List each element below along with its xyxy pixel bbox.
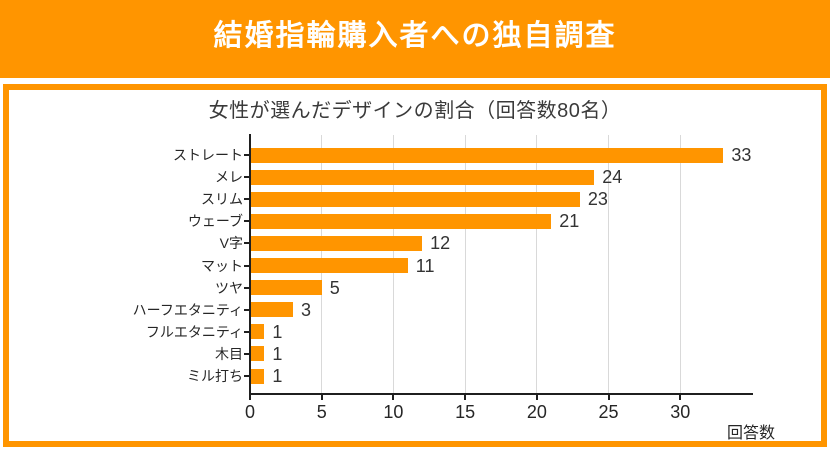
category-label: 木目 (215, 345, 243, 362)
x-axis-label: 回答数 (726, 425, 775, 442)
bar (250, 169, 595, 185)
chart-panel (3, 84, 827, 447)
header-banner: 結婚指輪購入者への独自調査 (0, 0, 830, 78)
bar-value-label: 24 (602, 167, 623, 188)
y-tick-mark (244, 176, 250, 179)
category-label: マット (201, 257, 243, 274)
x-tick-label: 5 (316, 402, 327, 422)
x-tick-label: 10 (383, 402, 404, 422)
x-gridline (679, 135, 681, 394)
bar-value-label: 33 (731, 145, 752, 165)
y-tick-mark (244, 286, 250, 289)
bar (250, 346, 265, 362)
bar (250, 324, 265, 340)
category-label: ミル打ち (187, 368, 243, 384)
bar-value-label: 23 (587, 189, 608, 210)
bar-value-label: 5 (329, 277, 340, 298)
y-tick-mark (244, 198, 250, 201)
y-axis-line (249, 134, 251, 395)
x-tick-mark (679, 395, 682, 400)
bar-value-label: 12 (430, 233, 451, 254)
x-tick-label: 30 (670, 402, 691, 422)
y-tick-mark (244, 242, 250, 245)
y-tick-mark (244, 264, 250, 267)
category-label: メレ (215, 169, 243, 186)
x-tick-mark (607, 395, 610, 400)
x-tick-label: 20 (526, 402, 547, 422)
plot-area: ストレート 33 メレ 24 スリム 23 ウェーブ 21 V字 12 マット 11 ツヤ 5 ハーフエタニ… (133, 134, 753, 422)
bar (250, 302, 294, 318)
category-label: ウェーブ (187, 213, 243, 230)
x-gridline (608, 135, 610, 394)
y-tick-mark (244, 352, 250, 355)
category-label: ハーフエタニティ (132, 301, 243, 318)
bar (250, 368, 265, 384)
banner-title: 結婚指輪購入者への独自調査 (213, 20, 617, 52)
category-label: スリム (201, 191, 243, 208)
x-tick-label: 0 (244, 402, 255, 422)
bar-value-label: 3 (301, 299, 312, 320)
x-tick-mark (392, 395, 395, 400)
x-gridline (536, 135, 538, 394)
bar-value-label: 1 (272, 366, 283, 386)
y-tick-mark (244, 308, 250, 311)
category-label: ツヤ (215, 279, 243, 296)
bar (250, 191, 580, 207)
bar (250, 213, 552, 229)
x-tick-mark (535, 395, 538, 400)
y-tick-mark (244, 220, 250, 223)
bar-value-label: 21 (559, 211, 580, 232)
bar (250, 280, 322, 296)
x-tick-mark (320, 395, 323, 400)
bar-value-label: 11 (415, 255, 435, 276)
x-tick-label: 25 (598, 402, 619, 422)
bar-value-label: 1 (272, 321, 283, 342)
category-label: フルエタニティ (145, 323, 243, 340)
x-tick-label: 15 (455, 402, 476, 422)
bar (250, 235, 423, 251)
category-label: ストレート (173, 147, 243, 163)
y-tick-mark (244, 330, 250, 333)
y-tick-mark (244, 375, 250, 377)
x-axis-line (249, 393, 753, 395)
x-tick-mark (249, 395, 251, 400)
chart-title: 女性が選んだデザインの割合（回答数80名） (208, 100, 622, 122)
y-tick-mark (244, 154, 250, 156)
x-gridline (464, 135, 466, 394)
category-label: V字 (219, 235, 243, 252)
bar (250, 258, 408, 273)
bar (250, 147, 724, 163)
bar-value-label: 1 (272, 343, 283, 364)
x-tick-mark (464, 395, 467, 400)
